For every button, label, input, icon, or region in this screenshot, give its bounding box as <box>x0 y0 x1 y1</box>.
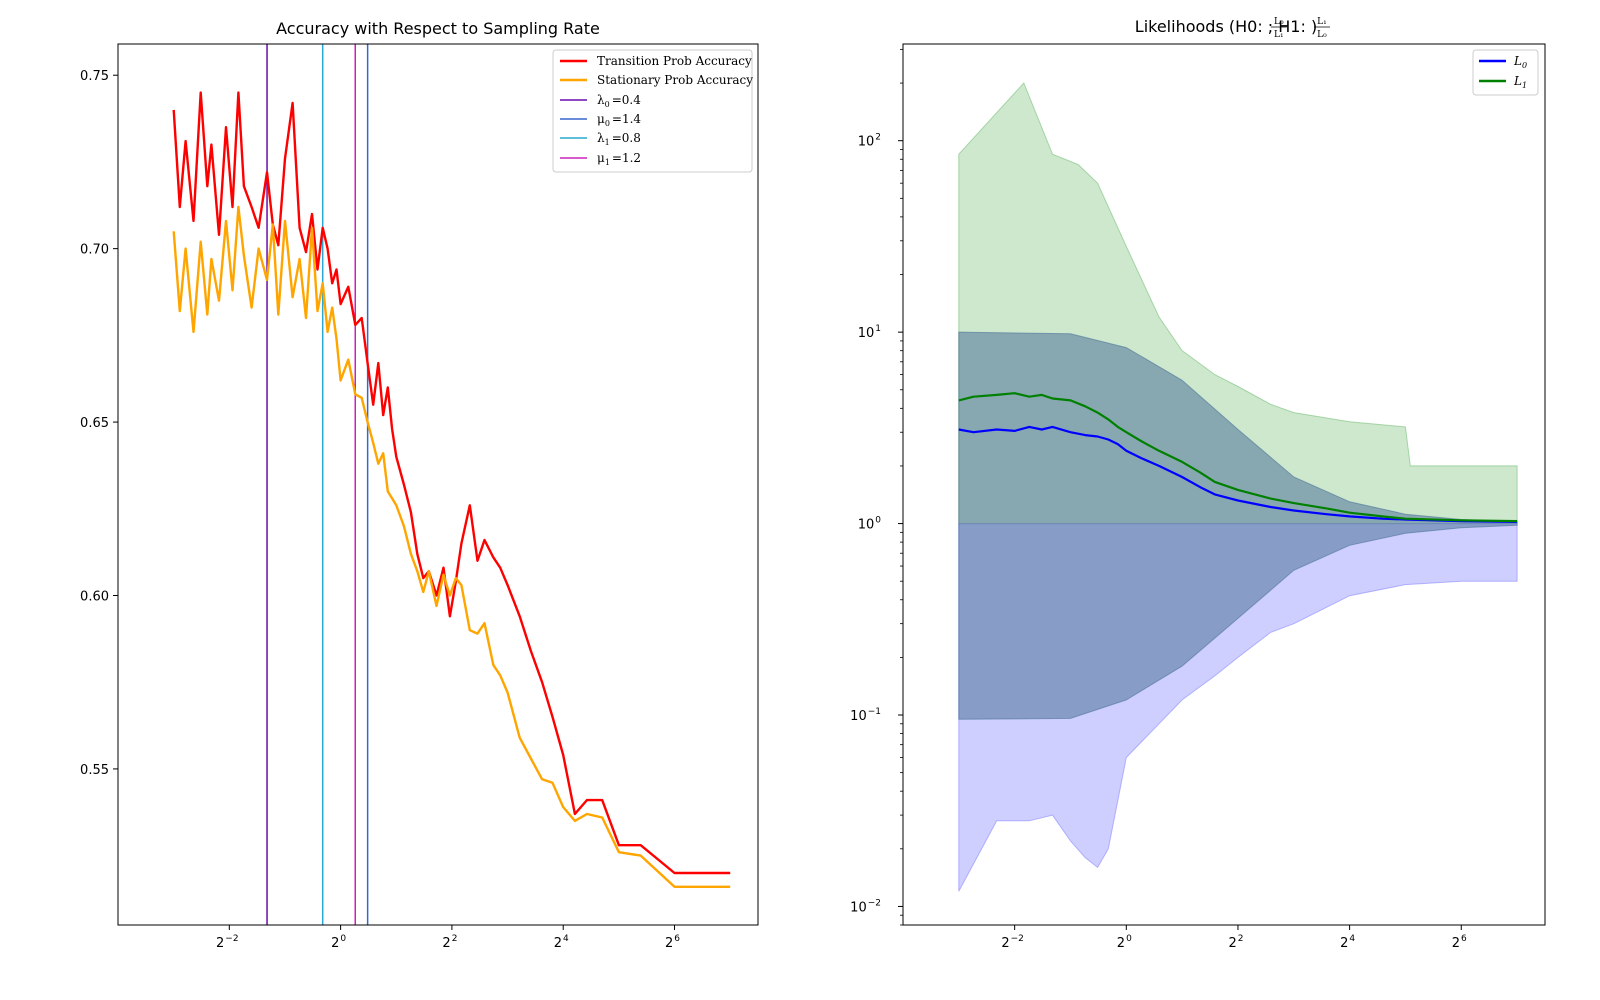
y-tick-label: 0.60 <box>80 589 109 604</box>
title-frac-h1-numerator: L₁ <box>1317 17 1327 27</box>
title-frac-h0-denominator: L₁ <box>1274 30 1284 40</box>
legend-label-lambda1: λ1 =0.8 <box>597 131 641 147</box>
x-tick-label: 2−2 <box>216 934 239 951</box>
accuracy-parameter-lines <box>266 44 369 925</box>
series-line-1 <box>172 205 731 888</box>
likelihood-title-fractions: L₀ L₁ L₁ L₀ <box>1270 17 1330 40</box>
y-tick-label: 100 <box>858 516 882 533</box>
likelihood-legend-box <box>1472 49 1539 96</box>
y-tick-label: 0.65 <box>80 416 109 431</box>
accuracy-plot-area <box>118 44 758 925</box>
likelihood-legend: L0 L1 <box>1472 49 1539 96</box>
accuracy-x-axis: 2−2 20 22 24 26 <box>216 925 680 951</box>
accuracy-y-axis: 0.55 0.60 0.65 0.70 0.75 <box>80 69 118 778</box>
y-tick-label: 10−2 <box>850 898 881 915</box>
likelihood-chart-title: Likelihoods (H0: ; H1: ) <box>1135 17 1317 36</box>
legend-label-stationary: Stationary Prob Accuracy <box>597 73 753 87</box>
legend-label-mu0: μ0 =1.4 <box>597 112 641 128</box>
legend-label-lambda0: λ0 =0.4 <box>597 93 641 109</box>
y-tick-label: 0.75 <box>80 69 109 84</box>
y-tick-label: 0.55 <box>80 763 109 778</box>
likelihood-line-1 <box>958 392 1518 523</box>
series-line-0 <box>172 91 731 875</box>
x-tick-label: 24 <box>1340 934 1355 951</box>
x-tick-label: 22 <box>1228 934 1243 951</box>
likelihood-line-0 <box>958 425 1518 523</box>
accuracy-chart-title: Accuracy with Respect to Sampling Rate <box>276 19 600 38</box>
legend-label-mu1: μ1 =1.2 <box>597 151 641 167</box>
legend-label-L0: L0 <box>1513 54 1527 70</box>
y-tick-label: 10−1 <box>850 707 881 724</box>
x-tick-label: 26 <box>665 934 680 951</box>
y-tick-label: 0.70 <box>80 243 109 258</box>
accuracy-legend: Transition Prob Accuracy Stationary Prob… <box>552 49 753 173</box>
accuracy-plot-frame <box>117 43 759 926</box>
title-frac-h0-numerator: L₀ <box>1274 17 1284 27</box>
likelihood-x-axis: 2−2 20 22 24 26 <box>1001 925 1467 951</box>
accuracy-chart: Accuracy with Respect to Sampling Rate 2… <box>80 19 759 951</box>
accuracy-legend-box <box>552 49 753 173</box>
accuracy-series-group <box>172 91 731 888</box>
band-overlap-range <box>958 331 1518 720</box>
x-tick-label: 20 <box>331 934 346 951</box>
x-tick-label: 26 <box>1452 934 1467 951</box>
likelihood-plot-frame <box>902 43 1546 926</box>
likelihood-series-group <box>958 392 1518 523</box>
x-tick-label: 22 <box>442 934 457 951</box>
y-tick-label: 101 <box>858 324 881 341</box>
title-frac-h1-denominator: L₀ <box>1317 30 1327 40</box>
legend-label-L1: L1 <box>1513 74 1527 90</box>
x-tick-label: 2−2 <box>1001 934 1024 951</box>
x-tick-label: 20 <box>1117 934 1132 951</box>
y-tick-label: 102 <box>858 133 881 150</box>
legend-label-transition: Transition Prob Accuracy <box>597 54 752 68</box>
likelihood-y-axis: 10−2 10−1 100 101 102 <box>850 48 903 926</box>
x-tick-label: 24 <box>554 934 569 951</box>
